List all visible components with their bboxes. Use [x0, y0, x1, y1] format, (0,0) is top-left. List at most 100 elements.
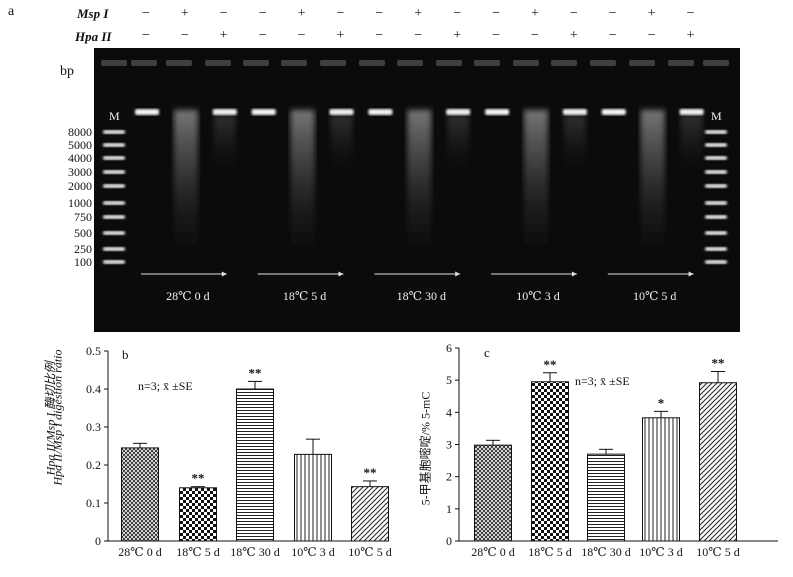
panel-c-label: c: [484, 345, 490, 360]
smear-lane-13: [640, 110, 665, 260]
ladder-band-7: [103, 231, 125, 235]
gel-well-14: [629, 60, 655, 66]
c-bar-0: [474, 444, 512, 542]
gel-well-15: [668, 60, 694, 66]
c-xtick-label-0: 28℃ 0 d: [471, 545, 514, 559]
panel-a-label: a: [8, 4, 15, 19]
chart-c-ylabel: 5-甲基胞嘧啶/% 5-mC: [418, 391, 433, 506]
sign-hpa-7: −: [414, 28, 423, 43]
ladder-band-7: [705, 231, 727, 235]
c-ytick-label-1: 1: [446, 502, 452, 516]
sign-msp-2: −: [219, 6, 228, 21]
sign-msp-4: +: [297, 6, 306, 21]
c-xtick-label-3: 10℃ 3 d: [639, 545, 682, 559]
b-bar-1: [179, 487, 217, 542]
sign-msp-6: −: [375, 6, 384, 21]
b-ytick-label-1: 0.1: [86, 496, 101, 510]
c-ytick-label-2: 2: [446, 470, 452, 484]
sign-hpa-9: −: [492, 28, 500, 43]
c-sig-4: **: [712, 355, 725, 370]
gel-well-11: [513, 60, 539, 66]
ladder-label-4000: 4000: [68, 151, 92, 165]
b-xtick-label-3: 10℃ 3 d: [291, 545, 334, 559]
ladder-band-0: [103, 130, 125, 134]
smear-lane-4: [290, 110, 315, 260]
sign-hpa-12: −: [608, 28, 617, 43]
group-label-3: 10℃ 3 d: [516, 289, 559, 303]
c-bar-2: [587, 453, 625, 542]
ladder-band-9: [705, 260, 727, 264]
sign-msp-0: −: [142, 6, 150, 21]
chart-c: c n=3; x̄ ±SE 0 1 2 3 4 5 6 28℃ 0 d ** 18℃ 5 d 18…: [400, 335, 778, 559]
gel-well-7: [359, 60, 385, 66]
b-ytick-label-3: 0.3: [86, 420, 101, 434]
group-arrowhead-4: [688, 271, 694, 277]
c-sig-3: *: [658, 395, 665, 410]
b-xtick-label-4: 10℃ 5 d: [348, 545, 391, 559]
gel-well-3: [205, 60, 231, 66]
c-bar-4: [699, 382, 737, 542]
ladder-band-3: [705, 170, 727, 174]
hpa-smear-11: [563, 115, 586, 175]
ladder-label-250: 250: [74, 242, 92, 256]
sign-hpa-14: +: [686, 28, 695, 43]
bp-label: bp: [60, 64, 74, 79]
b-ytick-label-4: 0.4: [86, 382, 101, 396]
sign-msp-10: +: [531, 6, 539, 21]
ladder-band-8: [705, 247, 727, 251]
sign-msp-5: −: [336, 6, 345, 21]
smear-lane-10: [524, 110, 548, 260]
ladder-band-8: [103, 247, 125, 251]
gel-well-8: [397, 60, 423, 66]
hmw-band-9: [485, 109, 510, 115]
sign-hpa-5: +: [336, 28, 345, 43]
sign-hpa-0: −: [142, 28, 150, 43]
sign-hpa-13: −: [647, 28, 656, 43]
ladder-band-9: [103, 260, 125, 264]
b-ytick-label-0: 0: [95, 534, 101, 548]
sign-msp-11: −: [569, 6, 578, 21]
hmw-band-3: [251, 109, 276, 115]
c-xtick-label-1: 18℃ 5 d: [528, 545, 571, 559]
marker-label-1: M: [711, 109, 722, 123]
hmw-band-12: [601, 109, 626, 115]
ladder-label-1000: 1000: [68, 196, 92, 210]
ladder-label-500: 500: [74, 226, 92, 240]
hmw-band-5: [329, 109, 354, 115]
sign-msp-8: −: [453, 6, 462, 21]
ladder-band-5: [103, 201, 125, 205]
b-xtick-label-1: 18℃ 5 d: [176, 545, 219, 559]
ladder-band-4: [705, 184, 727, 188]
gel-well-2: [166, 60, 192, 66]
sign-hpa-11: +: [569, 28, 578, 43]
hpa-smear-14: [680, 115, 703, 175]
sign-hpa-1: −: [180, 28, 189, 43]
sign-hpa-3: −: [258, 28, 267, 43]
gel-well-13: [590, 60, 616, 66]
ladder-band-0: [705, 130, 727, 134]
sign-msp-1: +: [180, 6, 189, 21]
sign-hpa-10: −: [531, 28, 539, 43]
sign-msp-12: −: [608, 6, 617, 21]
sign-msp-7: +: [414, 6, 423, 21]
sign-hpa-2: +: [219, 28, 228, 43]
group-label-2: 18℃ 30 d: [397, 289, 446, 303]
ladder-label-2000: 2000: [68, 179, 92, 193]
ladder-band-2: [705, 156, 727, 160]
hmw-band-2: [212, 109, 237, 115]
c-xtick-label-4: 10℃ 5 d: [696, 545, 739, 559]
sign-hpa-8: +: [453, 28, 462, 43]
ladder-band-1: [103, 143, 125, 147]
chart-c-annotation: n=3; x̄ ±SE: [575, 374, 630, 388]
ladder-band-3: [103, 170, 125, 174]
b-sig-2: **: [249, 365, 262, 380]
hmw-band-8: [446, 109, 471, 115]
hpa-smear-5: [330, 115, 353, 175]
ladder-label-8000: 8000: [68, 125, 92, 139]
b-sig-4: **: [364, 465, 377, 480]
c-ytick-label-0: 0: [446, 534, 452, 548]
gel-well-4: [243, 60, 269, 66]
gel-well-5: [281, 60, 307, 66]
ladder-band-6: [705, 215, 727, 219]
c-bar-1: [531, 381, 569, 542]
